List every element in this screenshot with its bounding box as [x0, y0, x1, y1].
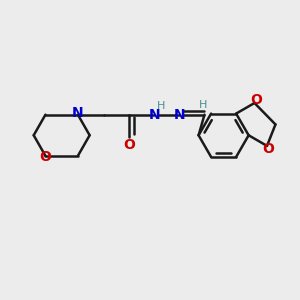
Text: O: O [250, 93, 262, 107]
Text: N: N [148, 108, 160, 122]
Text: N: N [174, 108, 185, 122]
Text: H: H [199, 100, 207, 110]
Text: O: O [40, 150, 51, 164]
Text: H: H [157, 101, 165, 111]
Text: O: O [262, 142, 274, 156]
Text: O: O [124, 138, 135, 152]
Text: N: N [72, 106, 84, 120]
